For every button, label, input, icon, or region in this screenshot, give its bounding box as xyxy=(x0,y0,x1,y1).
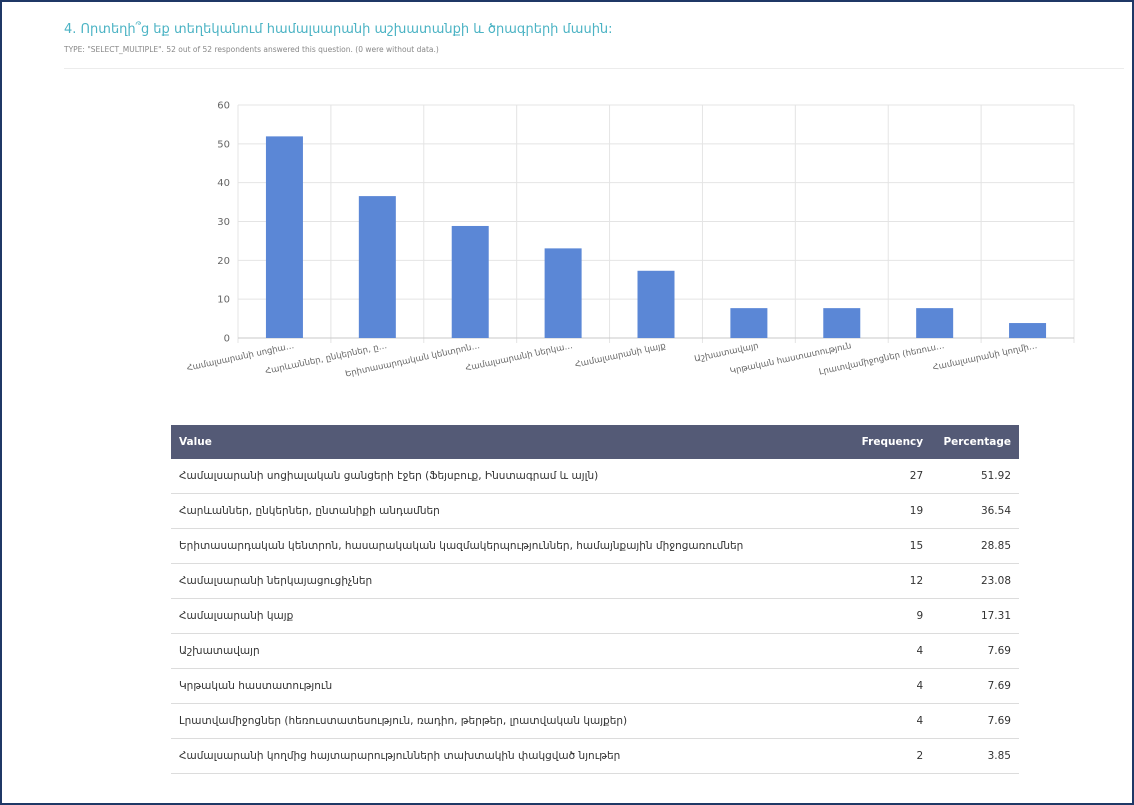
bar xyxy=(1009,323,1047,338)
x-tick-label: Համալսարանի ներկա… xyxy=(465,341,574,374)
row-percentage: 7.69 xyxy=(931,633,1019,669)
y-tick-label: 50 xyxy=(217,139,230,150)
row-percentage: 7.69 xyxy=(931,703,1019,739)
header-value: Value xyxy=(171,425,844,459)
row-value: Համալսարանի կայք xyxy=(171,598,844,634)
row-frequency: 19 xyxy=(843,493,932,529)
row-value: Լրատվամիջոցներ (հեռուստատեսություն, ռադի… xyxy=(171,703,844,739)
bar xyxy=(358,196,396,338)
bar xyxy=(544,248,582,338)
row-frequency: 4 xyxy=(843,703,932,739)
bar xyxy=(451,225,489,338)
row-frequency: 4 xyxy=(843,668,932,704)
row-percentage: 17.31 xyxy=(931,598,1019,634)
row-value: Երիտասարդական կենտրոն, հասարակական կազմա… xyxy=(171,528,844,564)
row-value: Աշխատավայր xyxy=(171,633,844,669)
frequency-table: Value Frequency Percentage Համալսարանի ս… xyxy=(171,425,1019,774)
y-tick-label: 30 xyxy=(217,217,230,228)
table-row: Համալսարանի կողմից հայտարարությունների տ… xyxy=(171,738,1019,774)
table-row: Համալսարանի ներկայացուցիչներ 12 23.08 xyxy=(171,563,1019,599)
header-percentage: Percentage xyxy=(931,425,1019,459)
table-row: Հարևաններ, ընկերներ, ընտանիքի անդամներ 1… xyxy=(171,493,1019,529)
row-frequency: 4 xyxy=(843,633,932,669)
table-row: Կրթական հաստատություն 4 7.69 xyxy=(171,668,1019,704)
row-frequency: 2 xyxy=(843,738,932,774)
row-frequency: 9 xyxy=(843,598,932,634)
x-tick-label: Աշխատավայր xyxy=(694,341,760,364)
row-frequency: 15 xyxy=(843,528,932,564)
table-row: Երիտասարդական կենտրոն, հասարակական կազմա… xyxy=(171,528,1019,564)
bar xyxy=(916,308,954,338)
bar xyxy=(823,308,861,338)
y-tick-label: 20 xyxy=(217,256,230,267)
row-value: Համալսարանի սոցիալական ցանցերի էջեր (Ֆեյ… xyxy=(171,459,844,494)
row-frequency: 27 xyxy=(843,459,932,494)
row-percentage: 36.54 xyxy=(931,493,1019,529)
y-tick-label: 10 xyxy=(217,295,230,306)
row-value: Համալսարանի կողմից հայտարարությունների տ… xyxy=(171,738,844,774)
row-value: Հարևաններ, ընկերներ, ընտանիքի անդամներ xyxy=(171,493,844,529)
y-tick-label: 0 xyxy=(224,334,230,345)
table-row: Համալսարանի սոցիալական ցանցերի էջեր (Ֆեյ… xyxy=(171,459,1019,494)
question-title: 4. Որտեղի՞ց եք տեղեկանում համալսարանի աշ… xyxy=(64,22,613,37)
divider xyxy=(64,68,1124,69)
row-percentage: 51.92 xyxy=(931,459,1019,494)
question-meta: TYPE: "SELECT_MULTIPLE". 52 out of 52 re… xyxy=(64,45,439,54)
y-tick-label: 60 xyxy=(217,101,230,112)
table-header-row: Value Frequency Percentage xyxy=(171,425,1019,459)
x-tick-label: Համալսարանի կողմի… xyxy=(932,341,1038,373)
row-percentage: 3.85 xyxy=(931,738,1019,774)
table-row: Լրատվամիջոցներ (հեռուստատեսություն, ռադի… xyxy=(171,703,1019,739)
bar xyxy=(730,308,768,338)
table-row: Աշխատավայր 4 7.69 xyxy=(171,633,1019,669)
row-value: Կրթական հաստատություն xyxy=(171,668,844,704)
y-tick-label: 40 xyxy=(217,178,230,189)
header-frequency: Frequency xyxy=(843,425,932,459)
row-frequency: 12 xyxy=(843,563,932,599)
x-tick-label: Համալսարանի կայք xyxy=(574,341,667,370)
bar xyxy=(265,136,303,338)
row-percentage: 23.08 xyxy=(931,563,1019,599)
row-percentage: 28.85 xyxy=(931,528,1019,564)
row-percentage: 7.69 xyxy=(931,668,1019,704)
row-value: Համալսարանի ներկայացուցիչներ xyxy=(171,563,844,599)
table-row: Համալսարանի կայք 9 17.31 xyxy=(171,598,1019,634)
bar xyxy=(637,270,675,338)
